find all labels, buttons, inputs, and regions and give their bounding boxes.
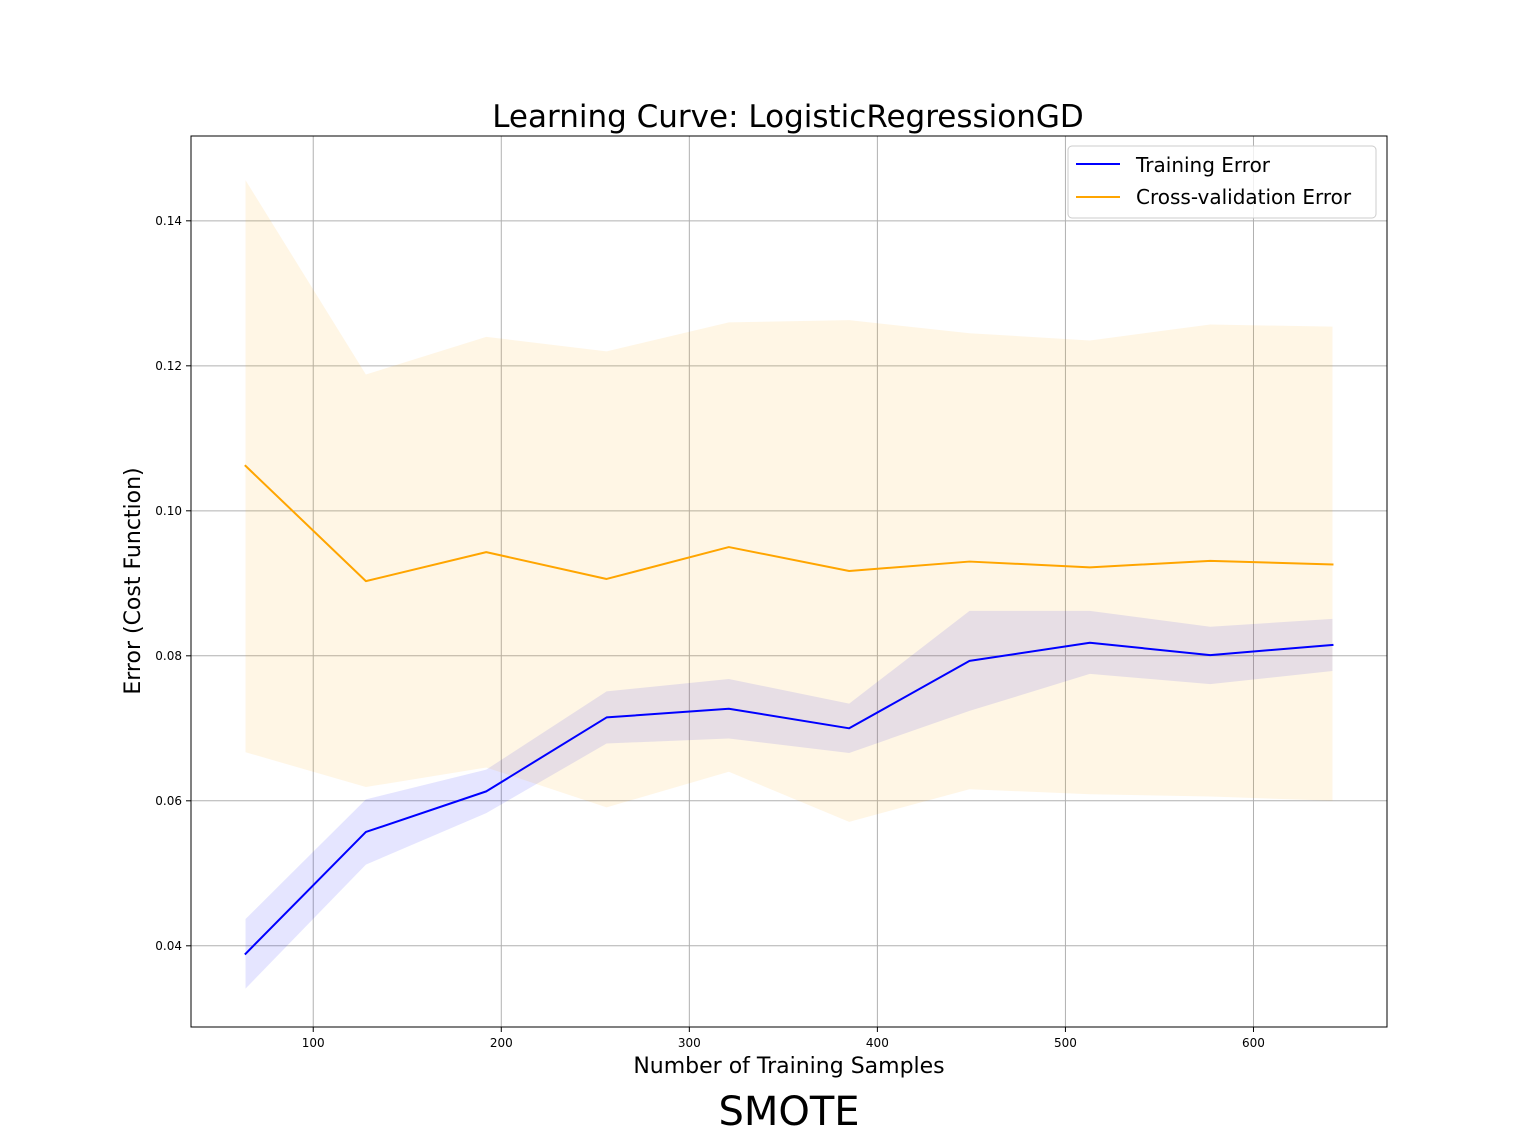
x-tick-label: 500 [1054, 1036, 1077, 1050]
x-tick-label: 200 [490, 1036, 513, 1050]
line-training-error [244, 641, 1334, 956]
y-tick-label: 0.04 [155, 939, 182, 953]
plot-background [191, 136, 1387, 1027]
band-cross-validation-error [245, 180, 1333, 822]
caption-smote: SMOTE [718, 1089, 859, 1135]
y-tick-label: 0.12 [155, 359, 182, 373]
y-gridlines [191, 220, 1387, 947]
x-tick-label: 100 [302, 1036, 325, 1050]
y-axis-ticks: 0.04 0.06 0.08 0.10 0.12 0.14 [155, 214, 191, 953]
series-lines [244, 464, 1334, 956]
x-gridlines [312, 136, 1254, 1027]
y-tick-label: 0.10 [155, 504, 182, 518]
y-tick-label: 0.06 [155, 794, 182, 808]
plot-frame [190, 135, 1388, 1028]
legend-label-cross-validation-error: Cross-validation Error [1136, 185, 1352, 209]
legend-box [1067, 145, 1377, 219]
y-axis-label: Error (Cost Function) [121, 467, 146, 694]
x-axis-label: Number of Training Samples [633, 1054, 944, 1079]
legend-label-training-error: Training Error [1135, 153, 1271, 177]
y-tick-label: 0.08 [155, 649, 182, 663]
y-tick-label: 0.14 [155, 214, 182, 228]
legend: Training Error Cross-validation Error [1067, 145, 1377, 219]
x-tick-label: 300 [678, 1036, 701, 1050]
x-tick-label: 600 [1242, 1036, 1265, 1050]
plot-area [190, 135, 1388, 1028]
x-tick-label: 400 [866, 1036, 889, 1050]
chart-title: Learning Curve: LogisticRegressionGD [492, 99, 1084, 135]
x-axis-ticks: 100 200 300 400 500 600 [302, 1027, 1265, 1050]
line-cross-validation-error [244, 464, 1334, 583]
